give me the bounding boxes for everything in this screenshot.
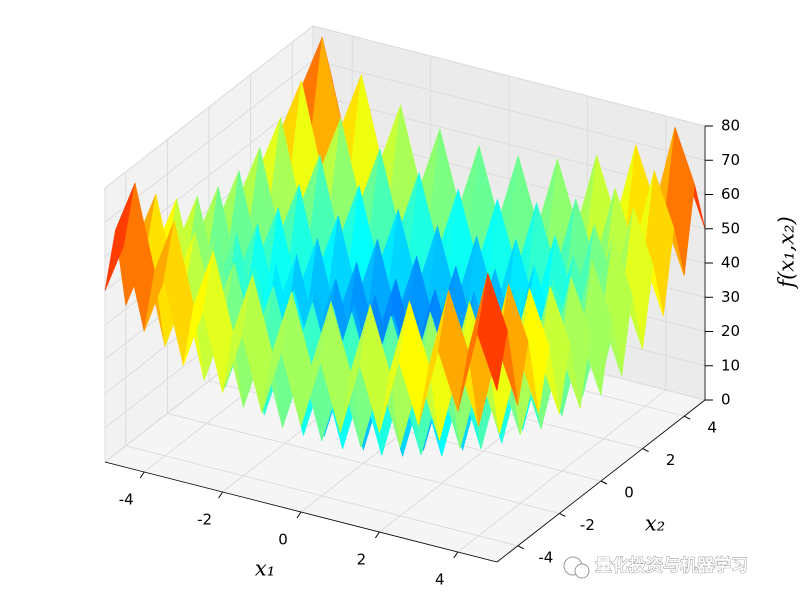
z-tick-label: 50 xyxy=(721,219,740,237)
x-axis-label: x₁ xyxy=(255,557,275,581)
x-tick xyxy=(218,491,224,499)
z-tick-label: 70 xyxy=(721,151,740,169)
z-tick-label: 10 xyxy=(721,356,740,374)
y-tick xyxy=(600,480,608,485)
grid-line xyxy=(104,25,314,189)
grid-line xyxy=(125,445,518,547)
surface-patch xyxy=(477,273,508,391)
y-tick-label: 4 xyxy=(707,419,717,437)
y-tick-label: -2 xyxy=(580,516,595,534)
z-tick-label: 20 xyxy=(721,322,740,340)
z-tick-label: 0 xyxy=(721,391,731,409)
grid-line xyxy=(167,412,560,514)
z-tick-label: 80 xyxy=(721,117,740,135)
x-tick-label: 2 xyxy=(357,551,367,569)
surface xyxy=(104,36,706,457)
x-tick xyxy=(296,511,302,519)
y-tick xyxy=(683,415,691,420)
x-tick-label: 0 xyxy=(278,531,288,549)
z-axis-label: f(x₁,x₂) xyxy=(775,216,799,289)
watermark: 量化投资与机器学习 xyxy=(563,555,748,579)
x-tick-label: -2 xyxy=(197,511,212,529)
x-tick-label: 4 xyxy=(435,571,445,589)
y-tick xyxy=(517,545,525,550)
x-tick xyxy=(374,531,380,539)
y-tick-label: 0 xyxy=(624,484,634,502)
y-tick-label: -4 xyxy=(538,548,553,566)
x-tick-label: -4 xyxy=(119,491,134,509)
y-tick xyxy=(642,448,649,453)
x-tick xyxy=(139,471,145,479)
x-tick xyxy=(453,551,459,559)
grid-line xyxy=(104,59,314,223)
watermark-text: 量化投资与机器学习 xyxy=(595,555,748,576)
z-tick-label: 30 xyxy=(721,288,740,306)
y-axis-label: x₂ xyxy=(645,512,665,536)
grid-line xyxy=(312,25,706,127)
axis-line xyxy=(496,399,706,563)
z-tick-label: 60 xyxy=(721,185,740,203)
grid-line xyxy=(312,59,706,161)
z-tick-label: 40 xyxy=(721,254,740,272)
watermark-icon xyxy=(574,563,590,579)
y-tick-label: 2 xyxy=(666,451,676,469)
axis-line xyxy=(104,461,498,563)
y-tick xyxy=(559,512,566,517)
